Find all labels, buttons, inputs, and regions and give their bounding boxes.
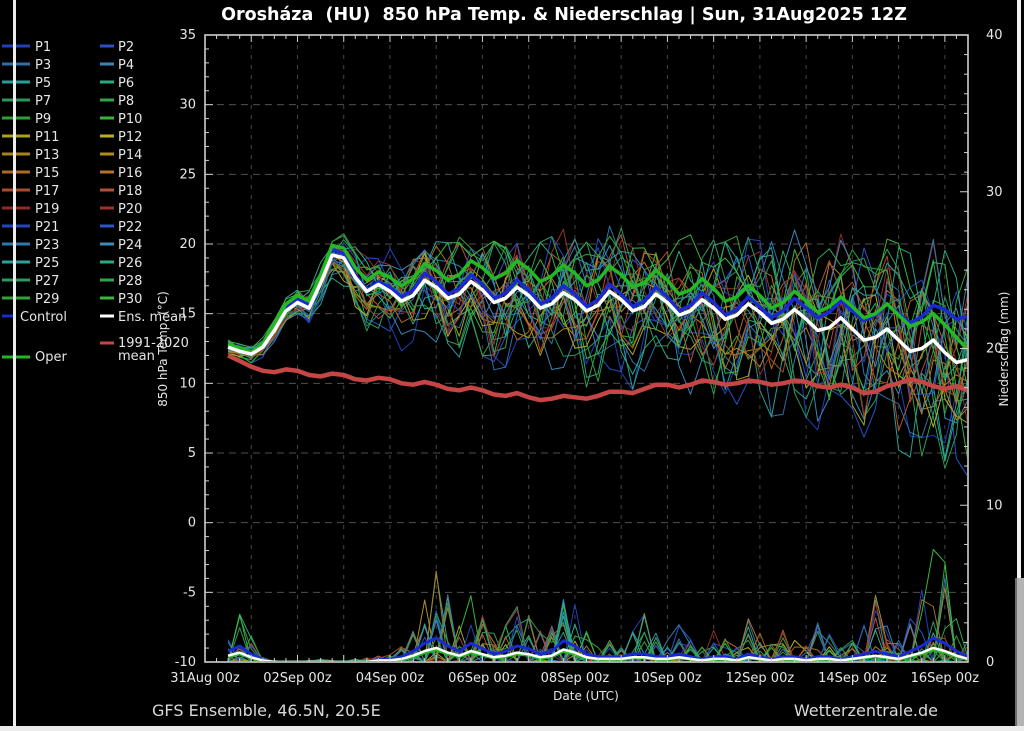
member-precip-P15 xyxy=(252,599,946,661)
legend-label-P20: P20 xyxy=(118,202,142,217)
legend-label-P4: P4 xyxy=(118,58,134,73)
precip-tick-label: 20 xyxy=(986,342,1003,357)
control-precip-line xyxy=(227,636,967,661)
legend-label-P27: P27 xyxy=(35,274,59,289)
member-precip-P7 xyxy=(368,616,945,661)
member-precip-P30 xyxy=(227,549,957,661)
date-tick-label: 14Sep 00z xyxy=(818,671,887,686)
legend-label-P3: P3 xyxy=(35,58,51,73)
precip-tick-label: 40 xyxy=(986,28,1003,43)
legend-label-oper: Oper xyxy=(35,350,67,365)
chart-title: Orosháza (HU) 850 hPa Temp. & Niederschl… xyxy=(221,5,907,25)
legend-label-P8: P8 xyxy=(118,94,134,109)
legend-label-P1: P1 xyxy=(35,40,51,55)
legend-label-P21: P21 xyxy=(35,220,59,235)
date-tick-label: 06Sep 00z xyxy=(448,671,517,686)
member-precip-P8 xyxy=(228,605,967,661)
date-tick-label: 31Aug 00z xyxy=(170,671,240,686)
ensemble-mean-line xyxy=(227,253,967,365)
legend-label-P23: P23 xyxy=(35,238,59,253)
footer-model-info: GFS Ensemble, 46.5N, 20.5E xyxy=(152,701,381,720)
legend-label-P13: P13 xyxy=(35,148,59,163)
legend-label-P17: P17 xyxy=(35,184,59,199)
legend: P1 P2 P3 P4 P5 P6 P7 P8 P9 P10 P11 P12 P13 P14 P15 P16 P… xyxy=(2,40,189,365)
member-precip-P10 xyxy=(391,595,957,661)
y-axis-label-temperature: 850 hPa Temp. (°C) xyxy=(156,291,170,407)
legend-label-P15: P15 xyxy=(35,166,59,181)
legend-label-P6: P6 xyxy=(118,76,134,91)
footer-site-name: Wetterzentrale.de xyxy=(794,701,938,720)
precip-tick-label: 30 xyxy=(986,185,1003,200)
date-tick-label: 12Sep 00z xyxy=(726,671,795,686)
legend-label-P29: P29 xyxy=(35,292,59,307)
member-precip-P12 xyxy=(227,596,967,661)
legend-label-P2: P2 xyxy=(118,40,134,55)
page-background-bottom xyxy=(0,726,1024,731)
legend-label-P26: P26 xyxy=(118,256,142,271)
precip-tick-label: 10 xyxy=(986,498,1003,513)
temp-tick-label: 0 xyxy=(188,516,196,531)
temp-tick-label: -5 xyxy=(183,585,196,600)
member-temp-P7 xyxy=(228,262,967,469)
legend-label-climate-line2: mean xyxy=(118,349,155,364)
temp-tick-label: 20 xyxy=(179,237,196,252)
image-border-left xyxy=(13,0,16,731)
member-precip-P3 xyxy=(369,620,911,661)
date-tick-label: 10Sep 00z xyxy=(633,671,702,686)
member-temp-P20 xyxy=(227,228,967,417)
member-temp-P29 xyxy=(227,233,967,381)
member-precip-P29 xyxy=(239,563,957,661)
temp-tick-label: 10 xyxy=(179,376,196,391)
temp-tick-label: 5 xyxy=(188,446,196,461)
legend-label-P12: P12 xyxy=(118,130,142,145)
oper-line xyxy=(227,243,967,355)
climate-mean-line xyxy=(227,353,967,403)
legend-label-P25: P25 xyxy=(35,256,59,271)
legend-label-climate-line1: 1991-2020 xyxy=(118,336,189,351)
legend-label-P10: P10 xyxy=(118,112,142,127)
temp-tick-label: 15 xyxy=(179,307,196,322)
date-tick-label: 04Sep 00z xyxy=(356,671,425,686)
member-precip-P24 xyxy=(301,599,967,661)
temp-tick-label: 25 xyxy=(179,167,196,182)
date-tick-label: 08Sep 00z xyxy=(541,671,610,686)
scrollbar-track[interactable] xyxy=(1017,0,1021,578)
legend-label-P19: P19 xyxy=(35,202,59,217)
legend-label-ens-mean: Ens. mean xyxy=(118,310,186,325)
x-axis-label-date: Date (UTC) xyxy=(553,689,619,703)
member-temp-P28 xyxy=(227,236,967,402)
scrollbar-thumb[interactable] xyxy=(1015,578,1024,731)
date-tick-label: 16Sep 00z xyxy=(911,671,980,686)
axes-frame: 35 30 25 20 15 10 5 0 -5 -10 40 30 20 10 0 31Aug 00z 02S… xyxy=(170,28,1002,686)
member-temp-P10 xyxy=(227,249,967,459)
gridlines xyxy=(205,35,968,662)
temp-tick-label: 30 xyxy=(179,98,196,113)
legend-label-P9: P9 xyxy=(35,112,51,127)
legend-label-P30: P30 xyxy=(118,292,142,307)
temp-tick-label: 35 xyxy=(179,28,196,43)
precip-tick-label: 0 xyxy=(986,655,994,670)
legend-label-P14: P14 xyxy=(118,148,142,163)
date-tick-label: 02Sep 00z xyxy=(263,671,332,686)
legend-label-P7: P7 xyxy=(35,94,51,109)
legend-label-P18: P18 xyxy=(118,184,142,199)
legend-label-P5: P5 xyxy=(35,76,51,91)
legend-label-control: Control xyxy=(20,310,67,325)
legend-label-P22: P22 xyxy=(118,220,142,235)
temp-tick-label: -10 xyxy=(175,655,196,670)
legend-label-P28: P28 xyxy=(118,274,142,289)
data-series xyxy=(227,225,967,661)
legend-label-P11: P11 xyxy=(35,130,59,145)
legend-label-P16: P16 xyxy=(118,166,142,181)
y-axis-label-precipitation: Niederschlag (mm) xyxy=(997,292,1011,407)
legend-label-P24: P24 xyxy=(118,238,142,253)
